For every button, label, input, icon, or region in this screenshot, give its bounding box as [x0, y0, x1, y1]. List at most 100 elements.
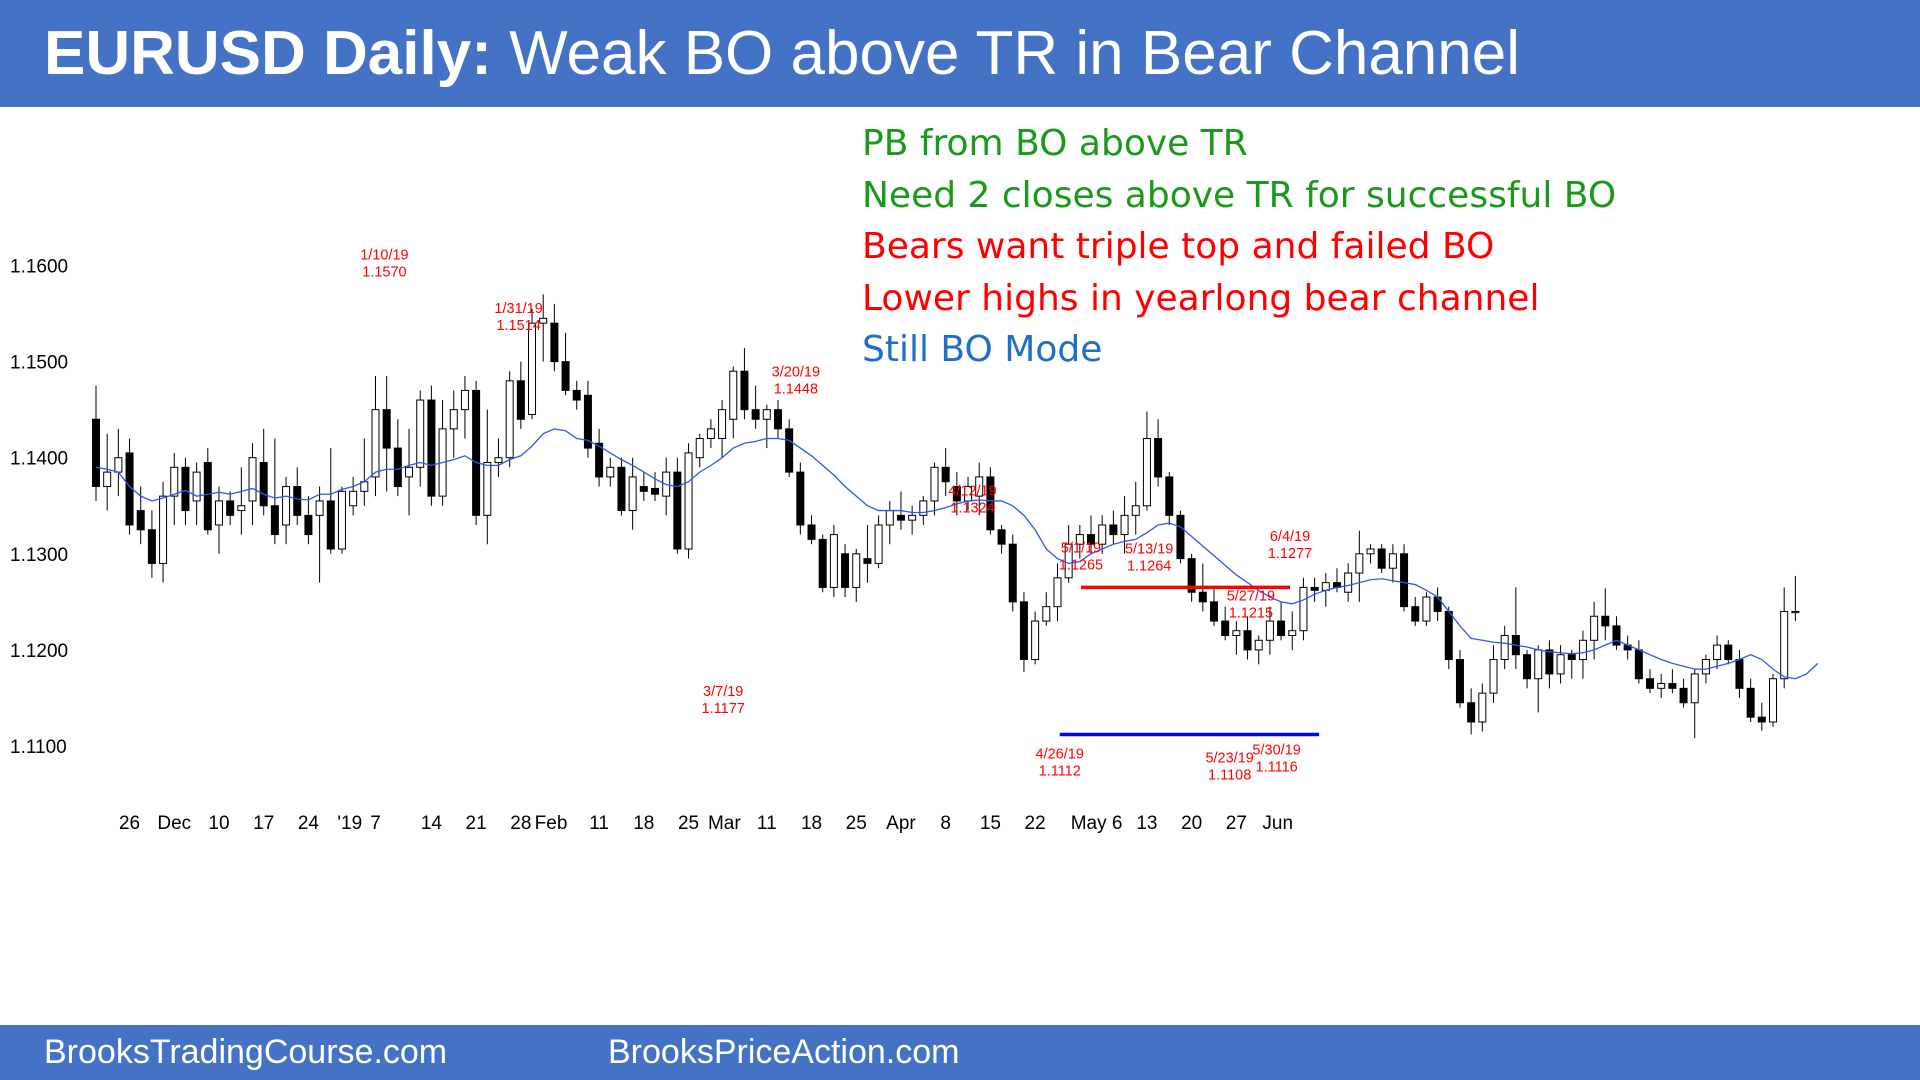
candle: [516, 361, 525, 429]
candle: [1657, 673, 1666, 698]
candle: [1455, 649, 1464, 708]
candle: [1746, 678, 1755, 722]
y-tick-label: 1.1300: [10, 545, 68, 566]
bull-candle-body: [1075, 534, 1084, 545]
note-line: Need 2 closes above TR for successful BO: [862, 174, 1617, 216]
y-tick-label: 1.1100: [10, 737, 67, 758]
bear-candle-body: [1154, 437, 1163, 478]
annotation-price: 1.1116: [1256, 760, 1298, 776]
bear-candle-body: [1668, 683, 1677, 689]
annotation-date: 5/30/19: [1252, 743, 1300, 759]
annotation-price: 1.1264: [1127, 558, 1171, 574]
bear-candle-body: [1008, 543, 1017, 603]
candle: [1757, 702, 1766, 731]
bull-candle-body: [729, 370, 738, 420]
x-tick-label: 15: [980, 813, 1001, 834]
y-tick-label: 1.1600: [10, 257, 68, 278]
annotation-price: 1.1324: [950, 501, 994, 517]
candle: [136, 486, 145, 545]
footer-link-trading-course[interactable]: BrooksTradingCourse.com: [44, 1033, 448, 1071]
candle: [1679, 678, 1688, 708]
title-description: Weak BO above TR in Bear Channel: [509, 19, 1521, 88]
bull-candle-body: [1489, 659, 1498, 694]
bull-candle-body: [1791, 610, 1800, 614]
candle: [751, 385, 760, 429]
annotation-date: 5/23/19: [1205, 750, 1253, 766]
bull-candle-body: [460, 389, 469, 411]
x-tick-label: 18: [801, 813, 822, 834]
bear-candle-body: [1187, 558, 1196, 593]
bear-candle-body: [773, 409, 782, 430]
candle: [1142, 411, 1151, 511]
candle: [483, 409, 492, 545]
candle: [1478, 683, 1487, 732]
bear-candle-body: [1400, 553, 1409, 608]
candle: [1567, 649, 1576, 679]
bear-candle-body: [1165, 476, 1174, 516]
candle: [1210, 587, 1218, 626]
bear-candle-body: [1735, 659, 1744, 689]
bull-candle-body: [494, 457, 503, 464]
bull-candle-body: [1657, 683, 1666, 689]
candle: [1724, 640, 1733, 665]
x-tick-label: Mar: [708, 813, 741, 834]
annotation-date: 3/7/19: [703, 684, 743, 700]
bear-candle-body: [427, 399, 436, 497]
footer-link-price-action[interactable]: BrooksPriceAction.com: [608, 1033, 960, 1071]
candle: [449, 390, 458, 458]
bear-candle-body: [550, 322, 559, 363]
x-tick-label: 20: [1181, 813, 1202, 834]
candle: [92, 385, 100, 501]
y-tick-label: 1.1400: [10, 449, 68, 470]
candle: [941, 448, 950, 497]
bull-candle-body: [908, 514, 917, 521]
candle: [203, 448, 212, 535]
annotation-price: 1.1265: [1059, 557, 1103, 573]
annotation-price: 1.1177: [702, 701, 745, 717]
candle: [1109, 510, 1118, 545]
x-tick-label: 14: [421, 813, 443, 834]
bear-candle-body: [1724, 644, 1733, 661]
bull-candle-body: [1478, 692, 1487, 723]
candle: [572, 380, 581, 410]
candle: [438, 400, 447, 506]
candle: [1690, 669, 1699, 739]
candle: [706, 419, 715, 449]
x-tick-label: Jun: [1262, 813, 1293, 834]
candle: [315, 486, 324, 583]
bull-candle-body: [1590, 615, 1599, 641]
x-tick-label: 25: [846, 813, 867, 834]
bull-candle-body: [885, 510, 894, 526]
candle: [226, 491, 235, 525]
annotation-price: 1.1108: [1208, 767, 1251, 783]
candle: [382, 376, 391, 492]
candle: [1120, 496, 1129, 554]
candle: [248, 443, 257, 525]
candle: [103, 433, 112, 511]
candle: [304, 496, 313, 545]
bull-candle-body: [1131, 505, 1140, 516]
candle: [1735, 649, 1744, 698]
candle: [1411, 597, 1420, 626]
bull-candle-body: [718, 409, 727, 439]
candle: [1187, 553, 1196, 602]
candle: [1031, 611, 1040, 665]
candle: [337, 486, 346, 554]
bull-candle-body: [282, 486, 291, 526]
candle: [1489, 645, 1498, 703]
bear-candle-body: [863, 558, 872, 564]
bull-candle-body: [114, 457, 123, 473]
bear-candle-body: [751, 409, 760, 420]
bear-candle-body: [1109, 524, 1118, 536]
bull-candle-body: [159, 495, 168, 564]
bull-candle-body: [170, 466, 179, 497]
candle: [684, 443, 693, 559]
bear-candle-body: [673, 471, 682, 550]
bear-candle-body: [740, 370, 749, 411]
candle: [617, 457, 626, 516]
candle: [718, 400, 727, 458]
bear-candle-body: [326, 500, 335, 550]
bull-candle-body: [628, 476, 637, 512]
candle: [282, 476, 291, 545]
bear-candle-body: [293, 486, 302, 516]
